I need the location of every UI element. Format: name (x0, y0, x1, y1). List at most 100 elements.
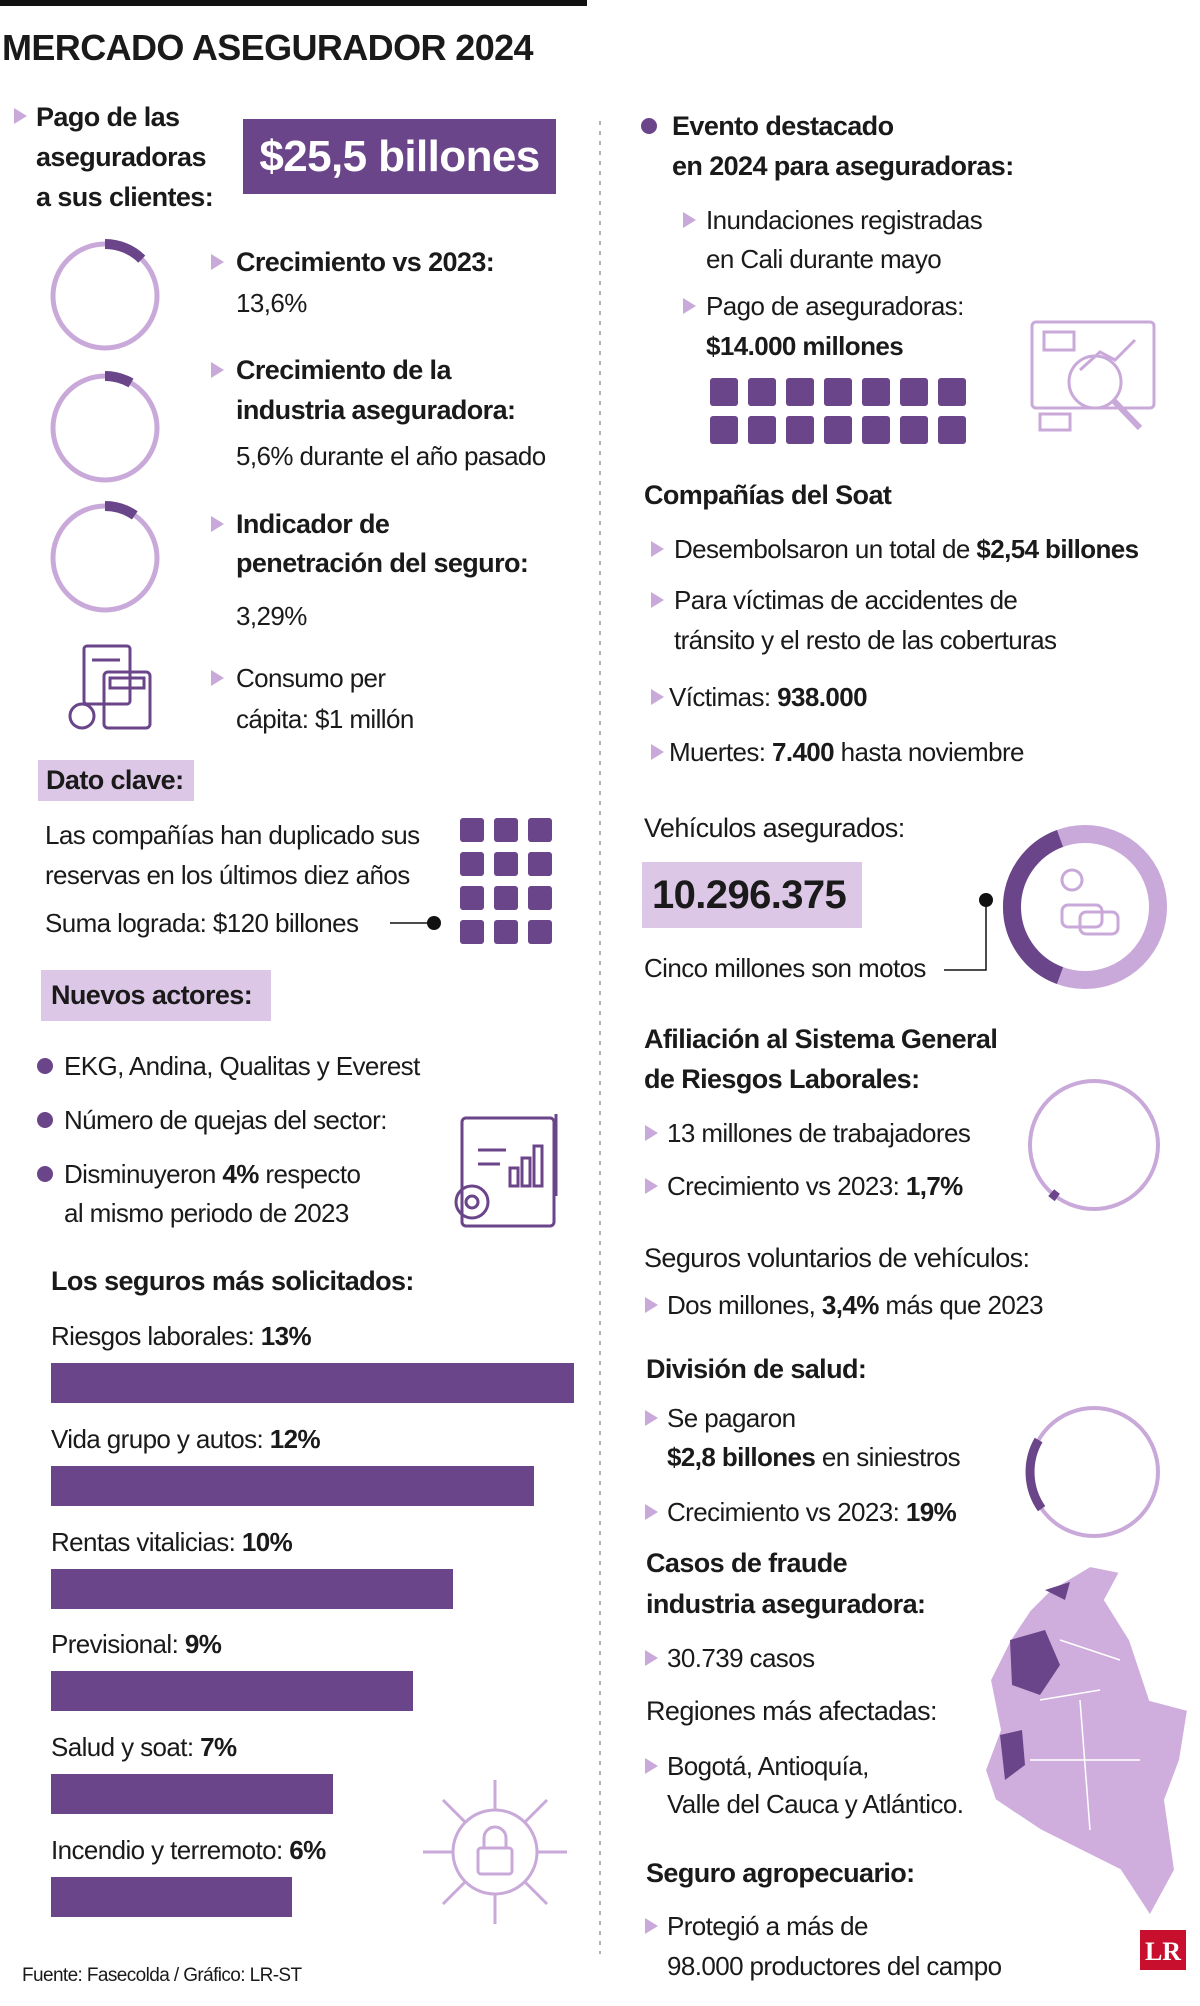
square (824, 378, 852, 406)
text: Desembolsaron un total de $2,54 billones (674, 529, 1139, 569)
text: al mismo periodo de 2023 (64, 1198, 349, 1228)
text: en Cali durante mayo (706, 244, 942, 274)
connector (944, 900, 987, 971)
value: 10.296.375 (652, 873, 847, 917)
bullet (645, 1650, 658, 1666)
text: Víctimas: (669, 682, 778, 712)
bullet (683, 212, 696, 228)
value: 7.400 (771, 737, 835, 767)
text: Crecimiento vs 2023: (667, 1497, 906, 1527)
category: Previsional: (51, 1629, 185, 1660)
square (494, 852, 518, 876)
bullet (211, 516, 224, 532)
stat-title: penetración del seguro: (236, 548, 529, 578)
bar-label: Salud y soat: 7% (51, 1727, 237, 1767)
square (938, 416, 966, 444)
value: 938.000 (777, 682, 867, 712)
square (460, 920, 484, 944)
heading: Afiliación al Sistema General (644, 1024, 998, 1054)
square-grids (460, 378, 966, 944)
text: Desembolsaron un total de (674, 534, 977, 564)
square (494, 920, 518, 944)
label: a sus clientes: (36, 182, 214, 212)
top-rule (0, 0, 587, 6)
bar-label: Previsional: 9% (51, 1624, 222, 1664)
stat-detail: 5,6% durante el año pasado (236, 441, 546, 471)
value: 19% (905, 1497, 957, 1527)
square (748, 416, 776, 444)
text: Se pagaron (667, 1403, 796, 1433)
bullet (641, 118, 657, 134)
text: Inundaciones registradas (706, 205, 983, 235)
text: Consumo per (236, 663, 386, 693)
heading-box (642, 862, 862, 928)
text: reservas en los últimos diez años (45, 860, 410, 890)
bullet (651, 592, 664, 608)
stat-title: Crecimiento de la (236, 355, 451, 385)
bar (51, 1363, 574, 1403)
heading: en 2024 para aseguradoras: (672, 151, 1014, 181)
label: Pago de las (36, 102, 180, 132)
stat-title: Indicador de (236, 509, 390, 539)
text: Bogotá, Antioquía, (667, 1751, 869, 1781)
value-label: 13% (260, 1321, 312, 1351)
text: Para víctimas de accidentes de (674, 585, 1018, 615)
square (528, 920, 552, 944)
square (786, 378, 814, 406)
square (710, 378, 738, 406)
text: más que 2023 (878, 1290, 1043, 1320)
title: MERCADO ASEGURADOR 2024 (2, 27, 534, 68)
square (938, 378, 966, 406)
text: Muertes: (669, 737, 772, 767)
square (710, 416, 738, 444)
value: 4% (222, 1159, 259, 1189)
square (824, 416, 852, 444)
heading-box (38, 760, 194, 801)
text: Crecimiento vs 2023: (667, 1171, 906, 1201)
heading: Evento destacado (672, 111, 894, 141)
source: Fuente: Fasecolda / Gráfico: LR-ST (22, 1965, 302, 1986)
heading: industria aseguradora: (646, 1589, 926, 1619)
text: Valle del Cauca y Atlántico. (667, 1789, 964, 1819)
text: Muertes: 7.400 hasta noviembre (669, 732, 1024, 772)
value-label: 9% (184, 1629, 222, 1660)
bullet (37, 1166, 53, 1182)
category: Vida grupo y autos: (51, 1423, 270, 1454)
text: Víctimas: 938.000 (669, 677, 868, 717)
text: Cinco millones son motos (644, 953, 926, 983)
heading: Vehículos asegurados: (644, 813, 905, 843)
heading: Los seguros más solicitados: (51, 1266, 414, 1296)
value: $2,54 billones (976, 534, 1139, 564)
square (786, 416, 814, 444)
square (460, 886, 484, 910)
text: respecto (258, 1159, 361, 1189)
heading: de Riesgos Laborales: (644, 1064, 920, 1094)
text: Crecimiento vs 2023: 1,7% (667, 1166, 963, 1206)
bullet (37, 1112, 53, 1128)
text: hasta noviembre (834, 737, 1025, 767)
bar-label: Vida grupo y autos: 12% (51, 1419, 321, 1459)
bullet (645, 1297, 658, 1313)
connector-dot (979, 893, 993, 907)
category: Rentas vitalicias: (51, 1526, 242, 1557)
bullet (645, 1410, 658, 1426)
label: aseguradoras (36, 142, 206, 172)
bar (51, 1568, 454, 1609)
value: 1,7% (905, 1171, 963, 1201)
stat-detail: 3,29% (236, 601, 307, 631)
category: Salud y soat: (51, 1732, 201, 1763)
value-label: 10% (241, 1526, 293, 1557)
bullet (683, 298, 696, 314)
square (748, 378, 776, 406)
square (460, 818, 484, 842)
square (460, 852, 484, 876)
text: Disminuyeron 4% respecto (64, 1154, 361, 1194)
heading-box (41, 970, 271, 1021)
heading: Seguros voluntarios de vehículos: (644, 1243, 1030, 1273)
bullet (14, 108, 27, 124)
heading: Casos de fraude (646, 1548, 848, 1578)
bar-label: Riesgos laborales: 13% (51, 1316, 312, 1356)
text: $2,8 billones en siniestros (667, 1437, 961, 1477)
heading: Nuevos actores: (51, 980, 253, 1010)
